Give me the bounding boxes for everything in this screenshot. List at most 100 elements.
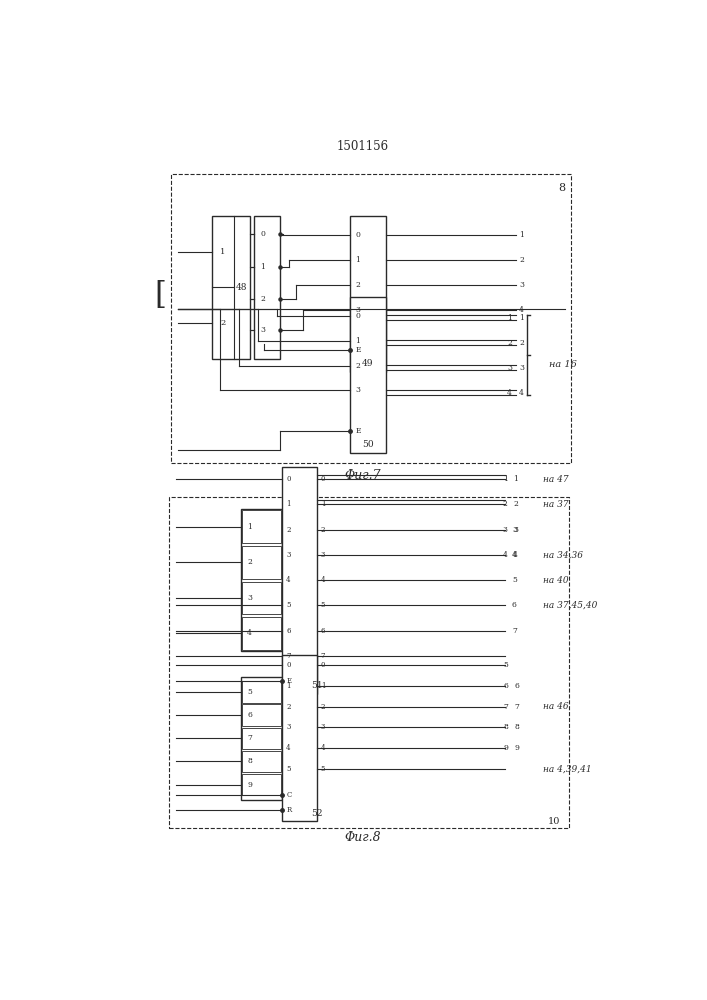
Text: 5: 5 — [286, 601, 291, 609]
Text: 2: 2 — [321, 526, 325, 534]
Text: 2: 2 — [260, 295, 265, 303]
Text: 2: 2 — [220, 319, 226, 327]
Text: 9: 9 — [514, 744, 519, 752]
Text: 4: 4 — [286, 576, 291, 584]
Text: 1: 1 — [247, 523, 252, 531]
Bar — [240, 509, 282, 651]
Text: 4: 4 — [321, 576, 325, 584]
Text: E: E — [286, 677, 291, 685]
Text: 1: 1 — [355, 337, 360, 345]
Text: 5: 5 — [247, 688, 252, 696]
Text: 3: 3 — [513, 526, 518, 534]
Text: C: C — [286, 791, 291, 799]
Text: 7: 7 — [286, 652, 291, 660]
Text: Φиг.8: Φиг.8 — [344, 831, 380, 844]
Text: 9: 9 — [247, 781, 252, 789]
Text: 1: 1 — [503, 475, 508, 483]
Bar — [242, 546, 281, 579]
Text: 1: 1 — [220, 248, 226, 256]
Text: 3: 3 — [286, 723, 291, 731]
Text: 1: 1 — [321, 500, 325, 508]
Text: 5: 5 — [321, 601, 325, 609]
Text: 50: 50 — [362, 440, 373, 449]
Text: E: E — [355, 346, 361, 354]
Text: 0: 0 — [355, 231, 360, 239]
Text: 6: 6 — [286, 627, 291, 635]
Text: 8: 8 — [504, 723, 508, 731]
Text: 2: 2 — [321, 703, 325, 711]
Text: 3: 3 — [519, 281, 524, 289]
Bar — [242, 704, 281, 726]
Text: 7: 7 — [514, 703, 519, 711]
Bar — [254, 216, 280, 359]
Text: 0: 0 — [321, 475, 325, 483]
Text: 3: 3 — [503, 526, 508, 534]
Text: 7: 7 — [504, 703, 508, 711]
Text: 8: 8 — [558, 183, 565, 193]
Text: 2: 2 — [286, 526, 291, 534]
Text: 3: 3 — [321, 551, 325, 559]
Bar — [350, 216, 386, 372]
Text: 2: 2 — [503, 500, 508, 508]
Text: на 4,39,41: на 4,39,41 — [543, 764, 592, 773]
Bar — [242, 728, 281, 749]
Text: 2: 2 — [355, 362, 360, 370]
Text: 1: 1 — [507, 314, 512, 322]
Text: 4: 4 — [286, 744, 291, 752]
Text: [: [ — [155, 280, 167, 311]
Text: R: R — [286, 806, 291, 814]
Bar — [242, 751, 281, 772]
Text: 0: 0 — [355, 312, 360, 320]
Text: 3: 3 — [512, 526, 517, 534]
Text: на 37,45,40: на 37,45,40 — [543, 601, 597, 610]
Text: 6: 6 — [504, 682, 508, 690]
Text: 0: 0 — [321, 661, 325, 669]
Text: 6: 6 — [247, 711, 252, 719]
Text: на 47: на 47 — [543, 475, 568, 484]
Text: 8: 8 — [247, 757, 252, 765]
Text: 4: 4 — [519, 306, 524, 314]
Text: 1: 1 — [519, 314, 524, 322]
Bar — [170, 497, 569, 828]
Text: 1: 1 — [286, 500, 291, 508]
Text: 2: 2 — [355, 281, 360, 289]
Text: 4: 4 — [321, 744, 325, 752]
Text: 3: 3 — [286, 551, 291, 559]
Text: 1: 1 — [321, 682, 325, 690]
Text: 3: 3 — [260, 326, 265, 334]
Text: 4: 4 — [503, 551, 508, 559]
Text: 6: 6 — [321, 627, 325, 635]
Text: 7: 7 — [247, 734, 252, 742]
Text: 2: 2 — [507, 339, 512, 347]
Text: на 46: на 46 — [543, 702, 568, 711]
Text: 6: 6 — [512, 601, 517, 609]
Text: 2: 2 — [519, 339, 524, 347]
Text: 48: 48 — [236, 283, 247, 292]
Text: 0: 0 — [286, 661, 291, 669]
Text: 7: 7 — [512, 627, 517, 635]
Text: 1501156: 1501156 — [337, 140, 388, 153]
Bar — [242, 582, 281, 614]
Text: 4: 4 — [519, 389, 524, 397]
Text: 5: 5 — [321, 765, 325, 773]
Bar — [242, 510, 281, 543]
Text: 2: 2 — [519, 256, 524, 264]
Text: 1: 1 — [260, 263, 265, 271]
Bar — [242, 774, 281, 795]
Text: 5: 5 — [286, 765, 291, 773]
Bar — [282, 466, 317, 694]
Text: на 37: на 37 — [543, 500, 568, 509]
Text: 5: 5 — [512, 576, 517, 584]
Text: 0: 0 — [260, 230, 265, 238]
Bar — [211, 216, 250, 359]
Text: 49: 49 — [362, 359, 373, 368]
Text: 3: 3 — [355, 386, 360, 394]
Text: 4: 4 — [507, 389, 512, 397]
Bar — [282, 655, 317, 821]
Text: 4: 4 — [513, 551, 518, 559]
Bar — [242, 617, 281, 650]
Text: 0: 0 — [286, 475, 291, 483]
Text: 3: 3 — [247, 594, 252, 602]
Text: 4: 4 — [512, 551, 517, 559]
Text: 6: 6 — [514, 682, 519, 690]
